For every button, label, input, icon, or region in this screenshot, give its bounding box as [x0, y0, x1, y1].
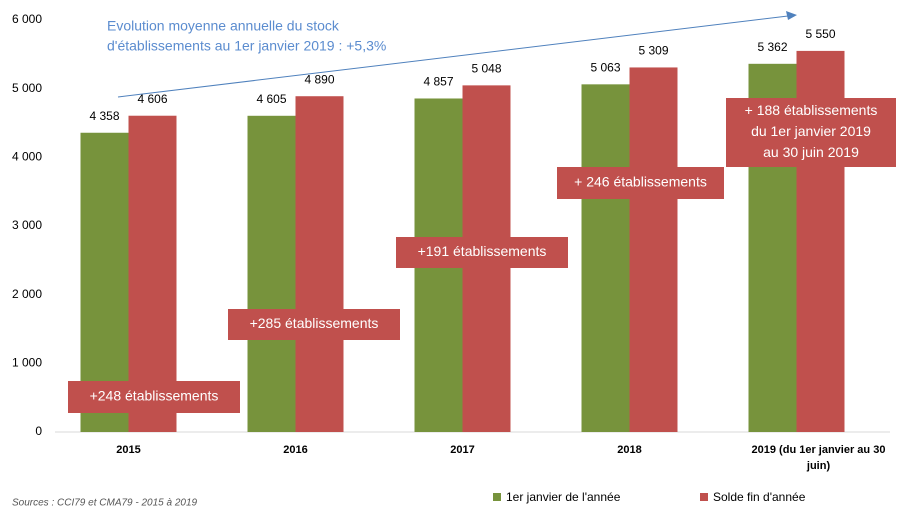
value-label: 4 857: [423, 75, 453, 89]
value-label: 5 309: [638, 44, 668, 58]
bar: [581, 84, 630, 432]
annotation-text: +191 établissements: [418, 243, 547, 259]
annotation-box: [68, 381, 240, 413]
y-tick-label: 2 000: [12, 287, 42, 301]
note-text: d'établissements au 1er janvier 2019 : +…: [107, 38, 386, 54]
bar: [295, 96, 344, 432]
x-tick-label: 2018: [617, 444, 641, 456]
note-text: Evolution moyenne annuelle du stock: [107, 18, 340, 34]
y-tick-label: 1 000: [12, 356, 42, 370]
arrow-head: [786, 11, 797, 20]
legend-swatch: [493, 493, 501, 501]
value-label: 4 890: [304, 72, 334, 86]
value-label: 4 605: [256, 92, 286, 106]
annotation-box: [557, 167, 724, 199]
y-tick-label: 3 000: [12, 218, 42, 232]
x-tick-label: 2017: [450, 444, 474, 456]
y-tick-label: 5 000: [12, 81, 42, 95]
legend-label: 1er janvier de l'année: [506, 490, 621, 504]
trend-arrow: [117, 15, 789, 98]
value-label: 5 550: [805, 27, 835, 41]
bar: [128, 115, 177, 432]
annotation-text: + 246 établissements: [574, 174, 707, 190]
value-label: 5 048: [471, 62, 501, 76]
x-tick-line: juin): [806, 460, 831, 472]
annotation-text: au 30 juin 2019: [763, 144, 859, 160]
annotation-text: +285 établissements: [250, 315, 379, 331]
annotation-box: [396, 237, 568, 268]
y-tick-label: 6 000: [12, 12, 42, 26]
y-tick-label: 4 000: [12, 150, 42, 164]
annotation-box: [228, 309, 400, 340]
x-tick-label: 2016: [283, 444, 307, 456]
value-label: 5 063: [590, 61, 620, 75]
annotation-text: +248 établissements: [90, 388, 219, 404]
y-tick-label: 0: [35, 424, 42, 438]
bar: [247, 115, 296, 432]
value-label: 4 358: [89, 109, 119, 123]
bar: [629, 67, 678, 432]
x-tick-label: 2015: [116, 444, 140, 456]
value-label: 4 606: [137, 92, 167, 106]
x-tick-line: 2019 (du 1er janvier au 30: [752, 444, 886, 456]
annotation-text: + 188 établissements: [745, 102, 878, 118]
legend-label: Solde fin d'année: [713, 490, 806, 504]
annotation-text: du 1er janvier 2019: [751, 123, 871, 139]
legend-swatch: [700, 493, 708, 501]
annotation-box: [726, 98, 896, 167]
x-tick-label: 2019 (du 1er janvier au 30 juin): [752, 444, 886, 472]
source: Sources : CCI79 et CMA79 - 2015 à 2019: [12, 498, 198, 506]
value-label: 5 362: [757, 40, 787, 54]
